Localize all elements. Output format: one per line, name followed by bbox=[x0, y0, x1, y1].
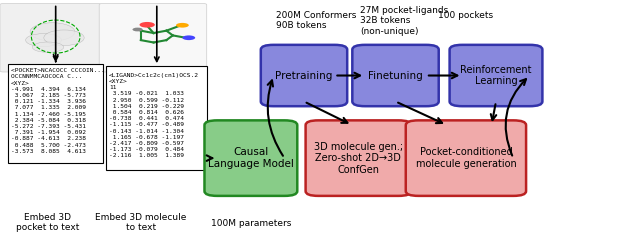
Text: Embed 3D
pocket to text: Embed 3D pocket to text bbox=[16, 213, 80, 232]
FancyBboxPatch shape bbox=[106, 66, 207, 170]
Text: Causal
Language Model: Causal Language Model bbox=[208, 147, 294, 169]
Ellipse shape bbox=[32, 42, 64, 52]
Circle shape bbox=[140, 22, 155, 28]
Text: <LIGAND>Cc1c2c(cn1)OCS.2
<XYZ>
11
 3.519 -0.021  1.033
 2.950  0.599 -0.112
 1.5: <LIGAND>Cc1c2c(cn1)OCS.2 <XYZ> 11 3.519 … bbox=[109, 73, 199, 158]
Text: 3D molecule gen.;
Zero-shot 2D→3D
ConfGen: 3D molecule gen.; Zero-shot 2D→3D ConfGe… bbox=[314, 142, 403, 175]
Ellipse shape bbox=[30, 23, 75, 41]
Text: Reinforcement
Learning: Reinforcement Learning bbox=[460, 65, 532, 86]
Text: 100M parameters: 100M parameters bbox=[211, 219, 291, 228]
Circle shape bbox=[176, 23, 189, 28]
Text: Pretraining: Pretraining bbox=[275, 71, 333, 80]
FancyBboxPatch shape bbox=[8, 64, 103, 163]
FancyBboxPatch shape bbox=[406, 120, 526, 196]
Ellipse shape bbox=[26, 34, 61, 47]
FancyBboxPatch shape bbox=[0, 4, 101, 72]
Text: Finetuning: Finetuning bbox=[368, 71, 423, 80]
FancyBboxPatch shape bbox=[99, 4, 207, 72]
FancyBboxPatch shape bbox=[352, 45, 439, 106]
FancyBboxPatch shape bbox=[261, 45, 347, 106]
Circle shape bbox=[182, 35, 195, 40]
FancyBboxPatch shape bbox=[450, 45, 543, 106]
FancyBboxPatch shape bbox=[205, 120, 298, 196]
FancyBboxPatch shape bbox=[306, 120, 412, 196]
Ellipse shape bbox=[44, 30, 84, 46]
Text: Embed 3D molecule
to text: Embed 3D molecule to text bbox=[95, 213, 186, 232]
Text: Pocket-conditioned
molecule generation: Pocket-conditioned molecule generation bbox=[415, 147, 516, 169]
Circle shape bbox=[132, 28, 143, 31]
Text: 100 pockets: 100 pockets bbox=[438, 11, 493, 20]
Text: 200M Conformers
90B tokens: 200M Conformers 90B tokens bbox=[276, 11, 357, 30]
Text: 27M pocket-ligands
32B tokens
(non-unique): 27M pocket-ligands 32B tokens (non-uniqu… bbox=[360, 6, 449, 36]
Text: <POCKET>NCACOCC CCCOIN...
OCCNNMMCAOCOCA C...
<XYZ>
-4.991  4.394  6.134
 3.067 : <POCKET>NCACOCC CCCOIN... OCCNNMMCAOCOCA… bbox=[11, 68, 104, 154]
